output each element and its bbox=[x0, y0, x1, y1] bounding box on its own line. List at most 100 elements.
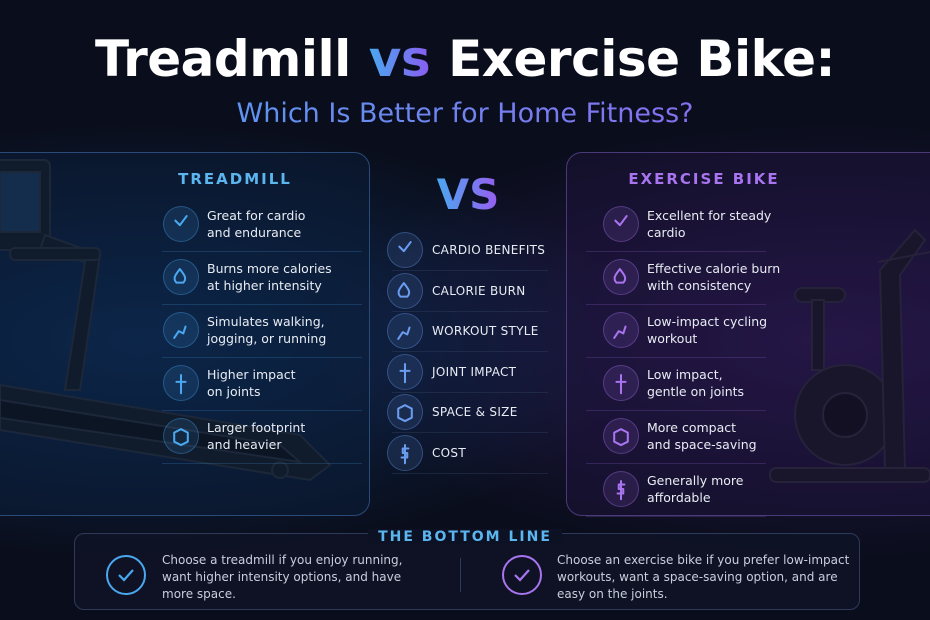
item-text: Larger footprint and heavier bbox=[207, 419, 305, 453]
text-line: jogging, or running bbox=[207, 331, 327, 346]
divider bbox=[162, 410, 362, 411]
comparison-item: COST bbox=[432, 445, 466, 460]
item-text: Generally more affordable bbox=[647, 472, 743, 506]
item-text: Effective calorie burn with consistency bbox=[647, 260, 780, 294]
title-part: vs bbox=[368, 30, 431, 88]
divider bbox=[162, 357, 362, 358]
icon bbox=[603, 365, 639, 401]
icon bbox=[603, 259, 639, 295]
icon bbox=[387, 232, 423, 268]
icon bbox=[387, 353, 423, 390]
item-text: Low-impact cycling workout bbox=[647, 313, 767, 347]
divider bbox=[392, 270, 548, 271]
panel-heading: TREADMILL bbox=[178, 170, 292, 188]
divider bbox=[392, 310, 548, 312]
icon-glyph bbox=[174, 215, 188, 227]
text-line: More compact bbox=[647, 420, 737, 435]
divider bbox=[586, 516, 766, 517]
icon bbox=[163, 365, 199, 401]
text-line: on joints bbox=[207, 384, 261, 399]
check-icon bbox=[106, 555, 146, 595]
text-line: cardio bbox=[647, 225, 686, 240]
icon bbox=[603, 471, 639, 507]
divider bbox=[392, 391, 548, 393]
icon bbox=[387, 434, 423, 471]
icon-glyph bbox=[175, 374, 187, 395]
text-line: Low impact, bbox=[647, 367, 723, 382]
text-line: Higher impact bbox=[207, 367, 296, 382]
icon bbox=[603, 418, 639, 454]
check-glyph bbox=[514, 569, 530, 582]
text-line: and heavier bbox=[207, 437, 282, 452]
separator bbox=[460, 558, 461, 592]
text-line: and space-saving bbox=[647, 437, 757, 452]
item-text: Simulates walking, jogging, or running bbox=[207, 313, 326, 347]
icon bbox=[387, 313, 423, 349]
text-line: Choose a treadmill if you enjoy running, bbox=[162, 553, 403, 567]
item-text: More compact and space-saving bbox=[647, 419, 757, 453]
comparison-item: SPACE & SIZE bbox=[432, 405, 518, 419]
panel-heading: EXERCISE BIKE bbox=[628, 170, 780, 188]
icon-glyph bbox=[400, 443, 410, 464]
item-text: Burns more calories at higher intensity bbox=[207, 260, 332, 294]
divider bbox=[162, 463, 362, 464]
icon-glyph bbox=[616, 480, 626, 501]
text-line: easy on the joints. bbox=[557, 587, 668, 601]
bottom-text: Choose an exercise bike if you prefer lo… bbox=[557, 552, 849, 603]
divider bbox=[392, 351, 548, 352]
bottom-box bbox=[74, 533, 860, 610]
icon bbox=[387, 272, 423, 309]
icon bbox=[603, 206, 639, 242]
divider bbox=[586, 357, 766, 358]
icon-glyph bbox=[615, 374, 627, 395]
comparison-item: JOINT IMPACT bbox=[432, 364, 517, 379]
divider bbox=[162, 251, 362, 252]
text-line: workout bbox=[647, 331, 698, 346]
item-text: Higher impact on joints bbox=[207, 366, 296, 400]
text-line: more space. bbox=[162, 587, 236, 601]
text-line: with consistency bbox=[647, 278, 752, 293]
divider bbox=[586, 304, 766, 305]
icon bbox=[163, 312, 199, 348]
icon-glyph bbox=[613, 428, 629, 447]
icon bbox=[163, 259, 199, 295]
text-line: Simulates walking, bbox=[207, 314, 325, 329]
icon-glyph bbox=[398, 241, 412, 253]
divider bbox=[392, 432, 548, 433]
comparison-item: WORKOUT STYLE bbox=[432, 324, 539, 338]
icon-glyph bbox=[397, 281, 411, 298]
title-part: Treadmill bbox=[95, 30, 351, 88]
check-glyph bbox=[118, 569, 134, 582]
icon bbox=[603, 312, 639, 348]
text-line: Choose an exercise bike if you prefer lo… bbox=[557, 553, 850, 567]
item-text: Great for cardio and endurance bbox=[207, 207, 305, 241]
icon bbox=[387, 394, 423, 430]
text-line: affordable bbox=[647, 490, 711, 505]
divider bbox=[586, 410, 766, 411]
bottom-heading: THE BOTTOM LINE bbox=[368, 529, 562, 545]
divider bbox=[586, 251, 766, 252]
text-line: workouts, want a space-saving option, an… bbox=[557, 570, 838, 584]
icon-glyph bbox=[613, 268, 627, 284]
text-line: Excellent for steady bbox=[647, 208, 772, 223]
icon-glyph bbox=[613, 325, 627, 339]
icon-glyph bbox=[173, 428, 189, 447]
divider bbox=[162, 304, 362, 305]
text-line: want higher intensity options, and have bbox=[162, 570, 402, 584]
icon bbox=[163, 206, 199, 242]
item-text: Low impact, gentle on joints bbox=[647, 366, 744, 400]
text-line: Effective calorie burn bbox=[647, 261, 781, 276]
title-part: Exercise Bike: bbox=[448, 30, 835, 88]
text-line: gentle on joints bbox=[647, 384, 745, 399]
divider bbox=[586, 463, 766, 464]
text-line: Low-impact cycling bbox=[647, 314, 768, 329]
text-line: Great for cardio bbox=[207, 208, 306, 223]
icon-glyph bbox=[397, 326, 411, 340]
icon-glyph bbox=[399, 362, 411, 383]
text-line: Burns more calories bbox=[207, 261, 332, 276]
vs-label: VS bbox=[436, 170, 500, 219]
title: Treadmill vs Exercise Bike: bbox=[0, 30, 930, 88]
text-line: at higher intensity bbox=[207, 278, 322, 293]
